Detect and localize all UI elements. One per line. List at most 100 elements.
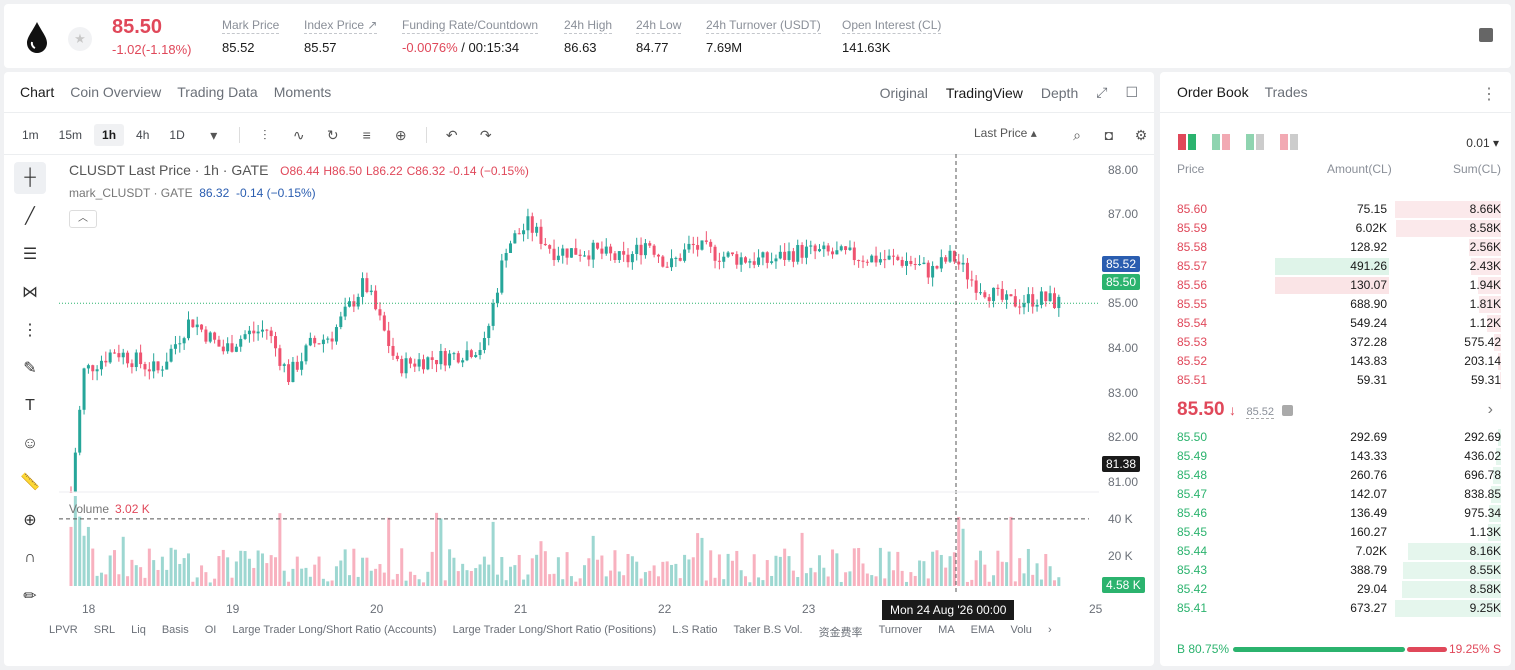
bid-row[interactable]: 85.44 7.02K 8.16K: [1177, 542, 1501, 561]
order-price[interactable]: 85.49: [1177, 449, 1208, 463]
order-price[interactable]: 85.54: [1177, 316, 1208, 330]
order-price[interactable]: 85.42: [1177, 582, 1208, 596]
chevron-right-icon[interactable]: ›: [1047, 624, 1052, 636]
indicator-lt-accounts[interactable]: Large Trader Long/Short Ratio (Accounts): [232, 624, 437, 636]
timeframe-4h[interactable]: 4h: [136, 128, 150, 142]
gear-icon[interactable]: ⚙: [1134, 127, 1148, 143]
candlestick-icon[interactable]: ⫶: [262, 127, 267, 143]
indicator-icon[interactable]: ∿: [292, 127, 305, 143]
tab-trading-data[interactable]: Trading Data: [177, 84, 258, 100]
order-price[interactable]: 85.58: [1177, 240, 1208, 254]
ask-row[interactable]: 85.52 143.83 203.14: [1177, 352, 1501, 371]
undo-icon[interactable]: ↶: [445, 127, 458, 143]
window-icon[interactable]: ☐: [1125, 84, 1138, 100]
ask-row[interactable]: 85.51 59.31 59.31: [1177, 371, 1501, 390]
replay-icon[interactable]: ↻: [326, 127, 339, 143]
bid-row[interactable]: 85.47 142.07 838.85: [1177, 485, 1501, 504]
ask-row[interactable]: 85.59 6.02K 8.58K: [1177, 219, 1501, 238]
order-price[interactable]: 85.53: [1177, 335, 1208, 349]
zoom-icon[interactable]: ⊕: [23, 512, 37, 529]
order-price[interactable]: 85.50: [1177, 430, 1208, 444]
indicator-turnover[interactable]: Turnover: [878, 624, 923, 636]
indicator-ma[interactable]: MA: [938, 624, 955, 636]
order-price[interactable]: 85.55: [1177, 297, 1208, 311]
ask-row[interactable]: 85.57 491.26 2.43K: [1177, 257, 1501, 276]
template-icon[interactable]: ≡: [362, 127, 371, 143]
ask-row[interactable]: 85.56 130.07 1.94K: [1177, 276, 1501, 295]
order-price[interactable]: 85.60: [1177, 202, 1208, 216]
ask-row[interactable]: 85.60 75.15 8.66K: [1177, 200, 1501, 219]
order-price[interactable]: 85.59: [1177, 221, 1208, 235]
tab-tradingview[interactable]: TradingView: [945, 84, 1023, 101]
order-price[interactable]: 85.45: [1177, 525, 1208, 539]
tab-depth[interactable]: Depth: [1040, 84, 1079, 101]
book-mode-asks-icon[interactable]: [1280, 134, 1298, 150]
order-price[interactable]: 85.47: [1177, 487, 1208, 501]
indicator-volume[interactable]: Volu: [1010, 624, 1032, 636]
text-icon[interactable]: T: [25, 397, 35, 414]
ruler-icon[interactable]: 📏: [20, 474, 40, 491]
order-price[interactable]: 85.41: [1177, 601, 1208, 615]
ask-row[interactable]: 85.54 549.24 1.12K: [1177, 314, 1501, 333]
search-icon[interactable]: ⌕: [1073, 127, 1081, 143]
bid-row[interactable]: 85.49 143.33 436.02: [1177, 447, 1501, 466]
timeframe-1m[interactable]: 1m: [22, 128, 39, 142]
timeframe-1h[interactable]: 1h: [94, 124, 125, 146]
indicator-ls-ratio[interactable]: L.S Ratio: [672, 624, 718, 636]
candlestick-chart[interactable]: [59, 154, 1099, 594]
last-price-select[interactable]: Last Price ▴: [974, 126, 1037, 140]
order-price[interactable]: 85.56: [1177, 278, 1208, 292]
favorite-star-icon[interactable]: ★: [68, 27, 92, 51]
bid-row[interactable]: 85.42 29.04 8.58K: [1177, 580, 1501, 599]
ask-row[interactable]: 85.53 372.28 575.42: [1177, 333, 1501, 352]
camera-icon[interactable]: ◘: [1104, 127, 1114, 143]
brush-icon[interactable]: ✎: [23, 360, 37, 377]
crosshair-icon[interactable]: ┼: [14, 162, 46, 194]
indicator-basis[interactable]: Basis: [161, 624, 189, 636]
order-price[interactable]: 85.57: [1177, 259, 1208, 273]
collapse-legend-button[interactable]: ︿: [69, 210, 97, 228]
tab-trades[interactable]: Trades: [1264, 84, 1308, 100]
more-icon[interactable]: ⋮: [1481, 86, 1497, 103]
indicator-funding[interactable]: 资金费率: [818, 627, 863, 639]
indicator-srl[interactable]: SRL: [93, 624, 116, 636]
emoji-icon[interactable]: ☺: [21, 435, 39, 452]
indicator-taker-vol[interactable]: Taker B.S Vol.: [733, 624, 803, 636]
bid-row[interactable]: 85.43 388.79 8.55K: [1177, 561, 1501, 580]
redo-icon[interactable]: ↷: [479, 127, 492, 143]
tab-coin-overview[interactable]: Coin Overview: [70, 84, 162, 100]
chevron-right-icon[interactable]: ›: [1487, 401, 1493, 418]
trendline-icon[interactable]: ╱: [25, 208, 35, 225]
tab-order-book[interactable]: Order Book: [1177, 84, 1249, 100]
ask-row[interactable]: 85.58 128.92 2.56K: [1177, 238, 1501, 257]
book-mode-both-icon[interactable]: [1178, 134, 1196, 150]
book-icon[interactable]: [1479, 28, 1493, 42]
expand-icon[interactable]: ⤢: [1096, 84, 1108, 100]
pencil-icon[interactable]: ✏: [23, 588, 37, 605]
horizontal-lines-icon[interactable]: ☰: [22, 246, 38, 263]
bid-row[interactable]: 85.48 260.76 696.78: [1177, 466, 1501, 485]
order-price[interactable]: 85.48: [1177, 468, 1208, 482]
order-price[interactable]: 85.52: [1177, 354, 1208, 368]
ask-row[interactable]: 85.55 688.90 1.81K: [1177, 295, 1501, 314]
order-price[interactable]: 85.43: [1177, 563, 1208, 577]
add-alert-icon[interactable]: ⊕: [394, 127, 407, 143]
tab-moments[interactable]: Moments: [273, 84, 332, 100]
bid-row[interactable]: 85.45 160.27 1.13K: [1177, 523, 1501, 542]
chevron-down-icon[interactable]: ▾: [210, 127, 218, 143]
tab-original[interactable]: Original: [879, 84, 928, 101]
bid-row[interactable]: 85.50 292.69 292.69: [1177, 428, 1501, 447]
timeframe-15m[interactable]: 15m: [58, 128, 83, 142]
indicator-ema[interactable]: EMA: [970, 624, 995, 636]
book-mode-split-icon[interactable]: [1212, 134, 1230, 150]
fib-icon[interactable]: ⋮: [22, 322, 38, 339]
book-mode-bids-icon[interactable]: [1246, 134, 1264, 150]
order-price[interactable]: 85.51: [1177, 373, 1208, 387]
price-step-select[interactable]: 0.01 ▾: [1466, 136, 1499, 150]
indicator-lt-positions[interactable]: Large Trader Long/Short Ratio (Positions…: [452, 624, 657, 636]
indicator-lpvr[interactable]: LPVR: [49, 624, 78, 636]
timeframe-1d[interactable]: 1D: [169, 128, 185, 142]
order-price[interactable]: 85.46: [1177, 506, 1208, 520]
pattern-icon[interactable]: ⋈: [22, 284, 38, 301]
indicator-liq[interactable]: Liq: [131, 624, 146, 636]
